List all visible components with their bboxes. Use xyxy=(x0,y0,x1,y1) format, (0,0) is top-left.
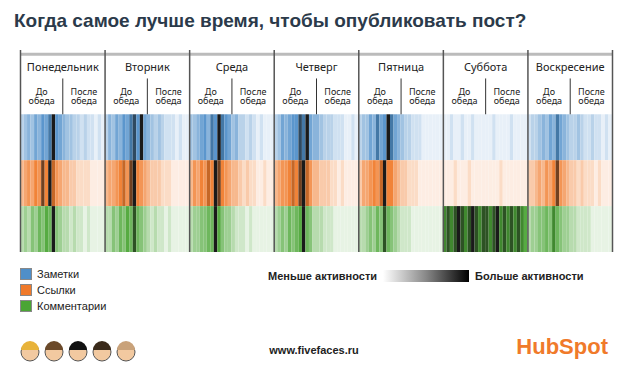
svg-text:Среда: Среда xyxy=(216,59,248,74)
svg-text:Послеобеда: Послеобеда xyxy=(155,85,182,107)
html-text:Больше активности: Больше активности xyxy=(475,270,584,282)
svg-text:Вторник: Вторник xyxy=(125,59,170,74)
svg-text:Послеобеда: Послеобеда xyxy=(240,85,267,107)
svg-text:Дообеда: Дообеда xyxy=(451,85,477,107)
svg-text:Послеобеда: Послеобеда xyxy=(409,85,436,107)
svg-text:Послеобеда: Послеобеда xyxy=(578,85,605,107)
html-text:www.fivefaces.ru: www.fivefaces.ru xyxy=(269,344,359,356)
svg-text:Дообеда: Дообеда xyxy=(29,85,55,107)
svg-text:Пятница: Пятница xyxy=(378,59,424,74)
html-text:Комментарии: Комментарии xyxy=(37,300,107,312)
svg-text:Суббота: Суббота xyxy=(464,59,507,74)
svg-text:Послеобеда: Послеобеда xyxy=(324,85,351,107)
svg-text:Дообеда: Дообеда xyxy=(198,85,224,107)
svg-text:Понедельник: Понедельник xyxy=(27,59,99,74)
svg-text:Дообеда: Дообеда xyxy=(282,85,308,107)
svg-text:Дообеда: Дообеда xyxy=(367,85,393,107)
svg-text:Дообеда: Дообеда xyxy=(536,85,562,107)
svg-text:Послеобеда: Послеобеда xyxy=(493,85,520,107)
html-text:Меньше активности: Меньше активности xyxy=(268,270,378,282)
svg-text:Четверг: Четверг xyxy=(295,59,337,74)
svg-text:Дообеда: Дообеда xyxy=(113,85,139,107)
html-text:Ссылки: Ссылки xyxy=(37,284,76,296)
html-text:HubSpot: HubSpot xyxy=(516,334,608,359)
svg-text:Воскресение: Воскресение xyxy=(536,59,605,74)
html-text:Когда самое лучше время, чтобы: Когда самое лучше время, чтобы опубликов… xyxy=(14,10,527,31)
svg-text:Послеобеда: Послеобеда xyxy=(71,85,98,107)
html-text:Заметки: Заметки xyxy=(37,268,80,280)
